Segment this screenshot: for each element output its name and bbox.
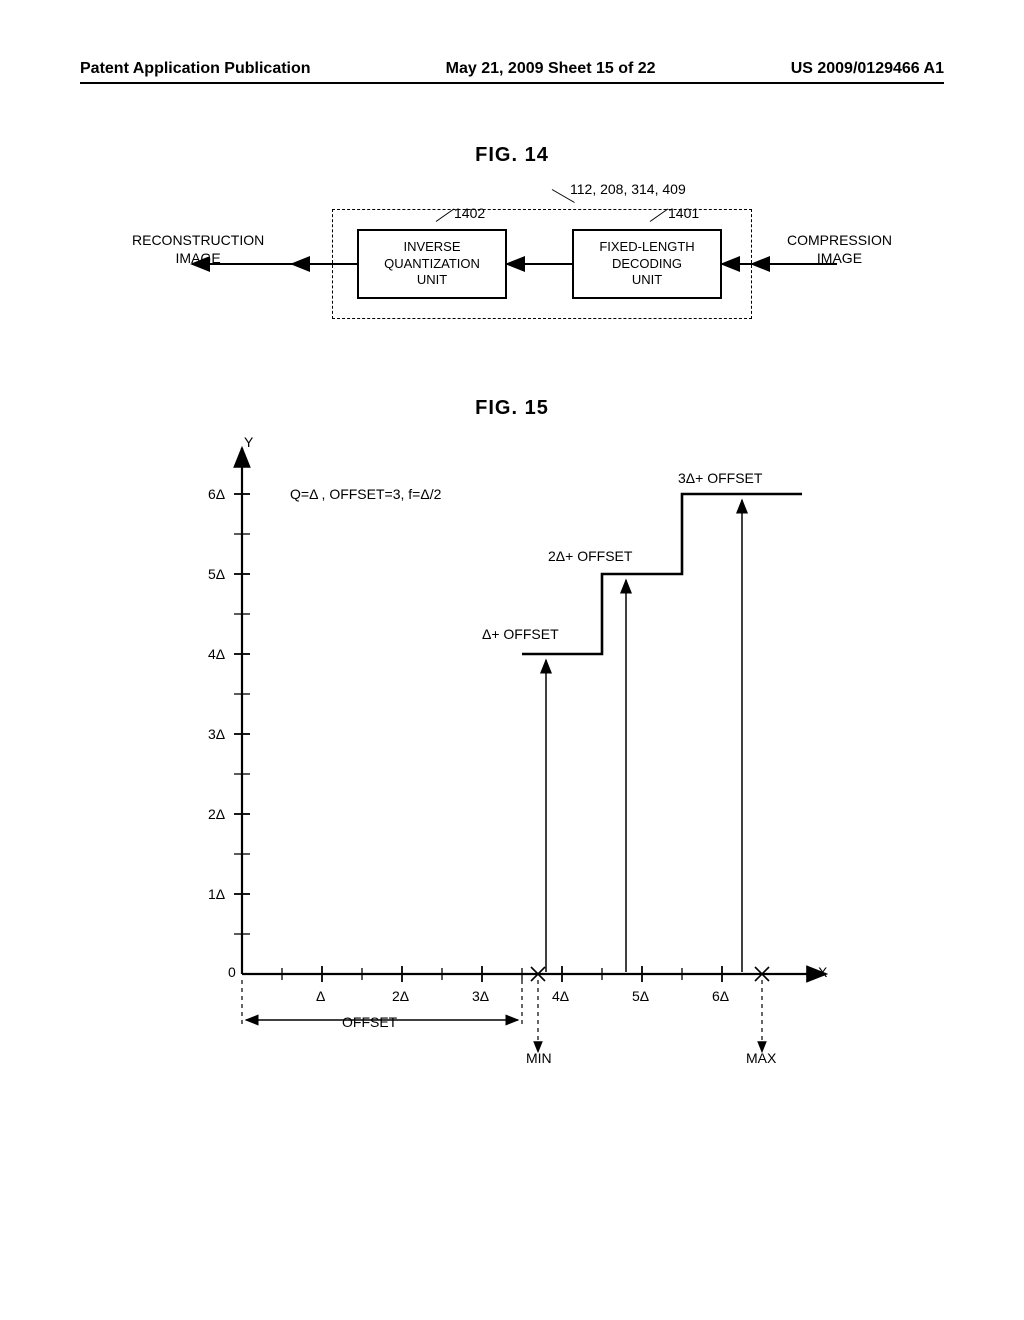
x-axis-label: X bbox=[818, 964, 827, 980]
header-right: US 2009/0129466 A1 bbox=[791, 60, 944, 78]
xtick-5: 5Δ bbox=[632, 988, 649, 1004]
header-left: Patent Application Publication bbox=[80, 60, 311, 78]
step-label-1: Δ+ OFFSET bbox=[482, 626, 559, 642]
step-chart-svg bbox=[182, 434, 842, 1074]
min-label: MIN bbox=[526, 1050, 552, 1066]
header-center: May 21, 2009 Sheet 15 of 22 bbox=[446, 60, 656, 78]
ytick-1: 1Δ bbox=[208, 886, 225, 902]
xtick-2: 2Δ bbox=[392, 988, 409, 1004]
ytick-5: 5Δ bbox=[208, 566, 225, 582]
ytick-4: 4Δ bbox=[208, 646, 225, 662]
y-axis-label: Y bbox=[244, 434, 253, 450]
xtick-3: 3Δ bbox=[472, 988, 489, 1004]
fig15-chart: Y X Q=Δ , OFFSET=3, f=Δ/2 1Δ 2Δ 3Δ 4Δ 5Δ… bbox=[182, 434, 842, 1074]
origin-zero: 0 bbox=[228, 964, 236, 980]
step-label-3: 3Δ+ OFFSET bbox=[678, 470, 762, 486]
fig14-title: FIG. 14 bbox=[80, 144, 944, 167]
ytick-3: 3Δ bbox=[208, 726, 225, 742]
fig14-arrows bbox=[132, 187, 892, 347]
xtick-1: Δ bbox=[316, 988, 325, 1004]
fig14-diagram: 112, 208, 314, 409 RECONSTRUCTION IMAGE … bbox=[132, 187, 892, 347]
offset-label: OFFSET bbox=[342, 1014, 397, 1030]
xtick-4: 4Δ bbox=[552, 988, 569, 1004]
param-text: Q=Δ , OFFSET=3, f=Δ/2 bbox=[290, 486, 441, 502]
xtick-6: 6Δ bbox=[712, 988, 729, 1004]
fig15-title: FIG. 15 bbox=[80, 397, 944, 420]
page-header: Patent Application Publication May 21, 2… bbox=[80, 60, 944, 84]
step-label-2: 2Δ+ OFFSET bbox=[548, 548, 632, 564]
max-label: MAX bbox=[746, 1050, 776, 1066]
ytick-2: 2Δ bbox=[208, 806, 225, 822]
ytick-6: 6Δ bbox=[208, 486, 225, 502]
